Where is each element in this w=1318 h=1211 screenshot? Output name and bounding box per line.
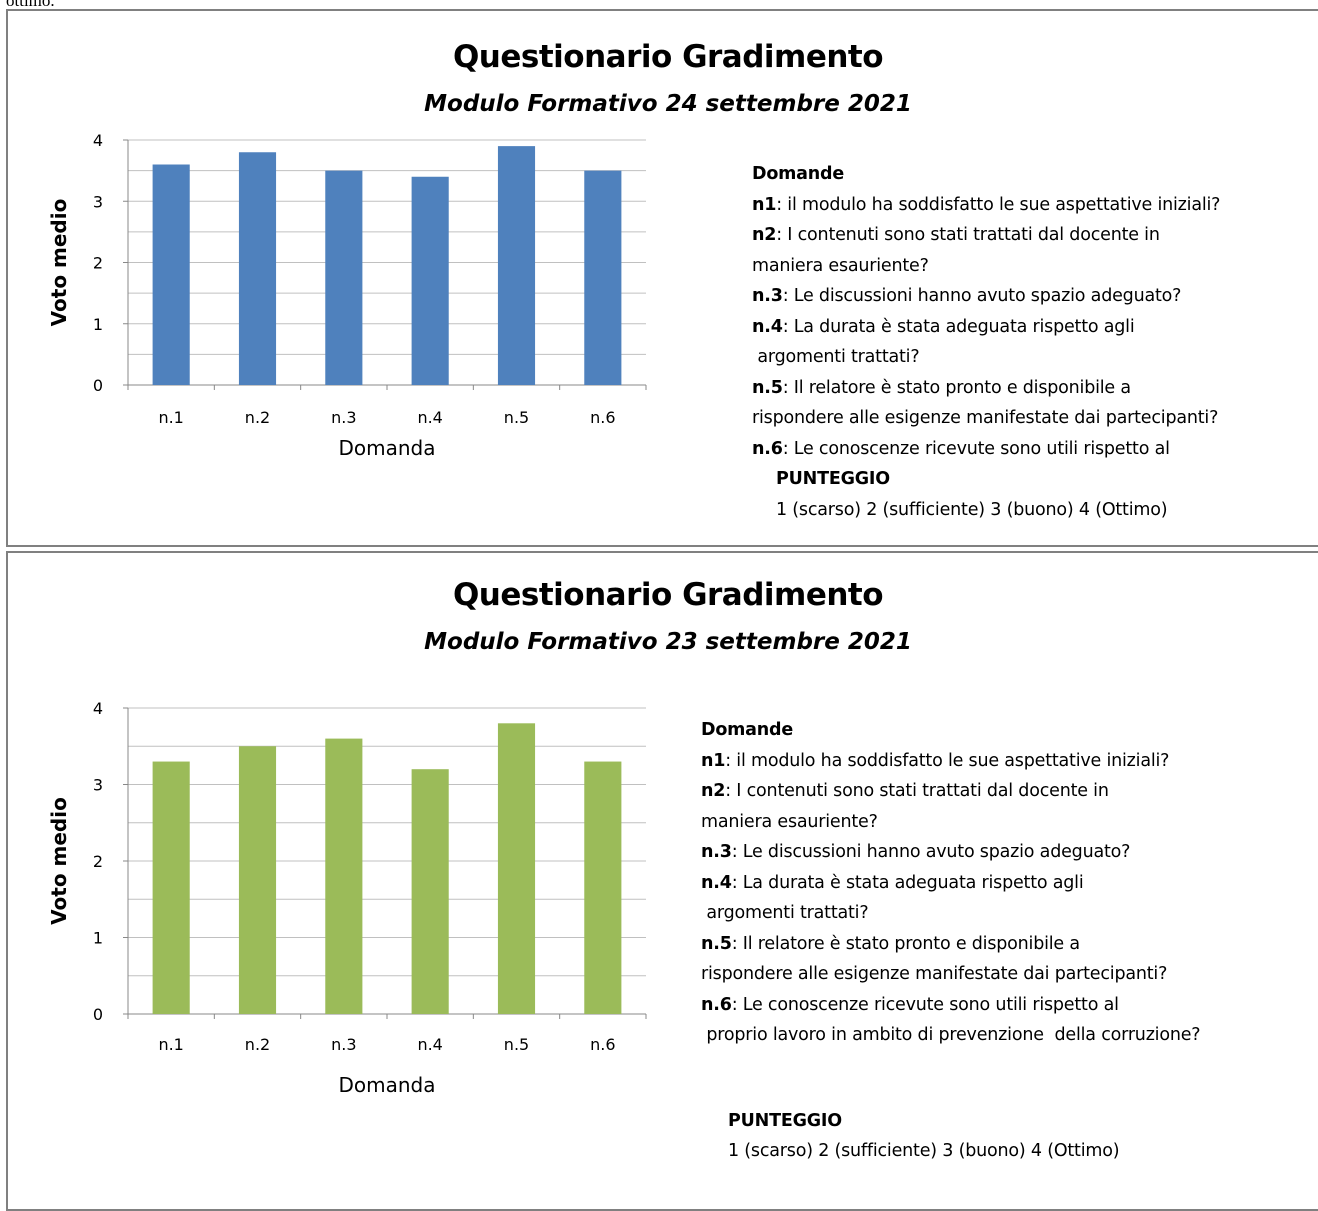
question-n2-continued: maniera esauriente? bbox=[752, 255, 929, 276]
x-tick-label: n.4 bbox=[417, 408, 442, 427]
bar-n.4 bbox=[411, 769, 449, 1014]
question-text: : il modulo ha soddisfatto le sue aspett… bbox=[725, 750, 1170, 771]
y-tick-label: 3 bbox=[93, 192, 103, 211]
y-axis-label: Voto medio bbox=[47, 797, 71, 925]
x-tick-label: n.1 bbox=[158, 408, 183, 427]
x-tick-label: n.6 bbox=[590, 408, 615, 427]
bar-n.3 bbox=[325, 170, 363, 385]
question-n4-continued: argomenti trattati? bbox=[701, 903, 869, 923]
question-n1: n1: il modulo ha soddisfatto le sue aspe… bbox=[701, 746, 1200, 777]
question-text: : Il relatore è stato pronto e disponibi… bbox=[782, 377, 1131, 398]
question-n6: n.6: Le conoscenze ricevute sono utili r… bbox=[701, 990, 1200, 1021]
question-key: n.4 bbox=[752, 316, 783, 337]
x-axis-label: Domanda bbox=[338, 436, 435, 460]
score-heading: PUNTEGGIO bbox=[776, 469, 890, 489]
bar-chart: 0 1 2 3 4 n.1 n.2 n.3 n.4 n.5 n.6 Domanda Voto medio bbox=[47, 131, 647, 460]
bar-n.5 bbox=[497, 146, 536, 385]
questions-legend: Domande n1: il modulo ha soddisfatto le … bbox=[701, 715, 1201, 1167]
x-tick-label: n.3 bbox=[331, 1035, 356, 1054]
x-tick-label: n.4 bbox=[417, 1035, 442, 1054]
question-text: : Le discussioni hanno avuto spazio adeg… bbox=[782, 286, 1182, 306]
x-tick-label: n.2 bbox=[245, 408, 270, 427]
question-n5-continued: rispondere alle esigenze manifestate dai… bbox=[752, 408, 1219, 428]
question-text: : La durata è stata adeguata rispetto ag… bbox=[731, 872, 1084, 893]
bar-n.2 bbox=[238, 746, 277, 1014]
questions-heading: Domande bbox=[752, 164, 845, 184]
questions-heading: Domande bbox=[701, 720, 794, 740]
x-tick-label: n.5 bbox=[504, 1035, 529, 1054]
question-text: : il modulo ha soddisfatto le sue aspett… bbox=[776, 194, 1221, 215]
question-text: : Il relatore è stato pronto e disponibi… bbox=[731, 933, 1080, 954]
y-tick-label: 3 bbox=[93, 776, 103, 795]
question-key: n2 bbox=[752, 225, 777, 245]
question-text: : I contenuti sono stati trattati dal do… bbox=[725, 781, 1109, 801]
question-key: n.3 bbox=[701, 842, 732, 862]
question-key: n.4 bbox=[701, 872, 732, 893]
chart-subtitle: Modulo Formativo 23 settembre 2021 bbox=[424, 629, 912, 655]
question-key: n1 bbox=[752, 194, 777, 215]
y-tick-label: 2 bbox=[93, 254, 103, 273]
y-tick-label: 4 bbox=[93, 699, 103, 718]
question-text: : I contenuti sono stati trattati dal do… bbox=[776, 225, 1160, 245]
x-tick-label: n.3 bbox=[331, 408, 356, 427]
question-key: n.6 bbox=[752, 438, 783, 459]
question-key: n2 bbox=[701, 781, 726, 801]
question-key: n1 bbox=[701, 750, 726, 771]
question-n6: n.6: Le conoscenze ricevute sono utili r… bbox=[752, 434, 1220, 465]
top-text-fragment: ottimo. bbox=[6, 0, 55, 10]
y-tick-label: 1 bbox=[93, 929, 103, 948]
question-text: : La durata è stata adeguata rispetto ag… bbox=[782, 316, 1135, 337]
question-text: : Le conoscenze ricevute sono utili risp… bbox=[731, 994, 1119, 1015]
question-n4: n.4: La durata è stata adeguata rispetto… bbox=[752, 312, 1220, 343]
y-tick-label: 1 bbox=[93, 315, 103, 334]
y-tick-label: 4 bbox=[93, 131, 103, 150]
bar-n.6 bbox=[584, 761, 622, 1014]
bar-n.4 bbox=[411, 176, 449, 385]
question-text: : Le conoscenze ricevute sono utili risp… bbox=[782, 438, 1170, 459]
chart-panel-2: Questionario Gradimento Modulo Formativo… bbox=[6, 551, 1318, 1211]
question-n2: n2: I contenuti sono stati trattati dal … bbox=[752, 220, 1220, 251]
questions-legend: Domande n1: il modulo ha soddisfatto le … bbox=[752, 159, 1220, 525]
x-tick-label: n.5 bbox=[504, 408, 529, 427]
bar-n.3 bbox=[325, 738, 363, 1014]
bar-n.6 bbox=[584, 170, 622, 385]
y-tick-label: 0 bbox=[93, 376, 103, 395]
score-heading: PUNTEGGIO bbox=[728, 1110, 842, 1131]
score-scale: 1 (scarso) 2 (sufficiente) 3 (buono) 4 (… bbox=[776, 499, 1168, 520]
question-n3: n.3: Le discussioni hanno avuto spazio a… bbox=[701, 837, 1200, 868]
question-key: n.6 bbox=[701, 994, 732, 1015]
y-axis-label: Voto medio bbox=[47, 199, 71, 327]
bar-n.2 bbox=[238, 152, 277, 385]
chart-title: Questionario Gradimento bbox=[452, 577, 884, 613]
chart-panel-1: Questionario Gradimento Modulo Formativo… bbox=[6, 9, 1318, 547]
x-tick-label: n.2 bbox=[245, 1035, 270, 1054]
question-n4-continued: argomenti trattati? bbox=[752, 347, 920, 367]
bar-n.1 bbox=[152, 761, 190, 1014]
y-tick-label: 2 bbox=[93, 852, 103, 871]
question-n2-continued: maniera esauriente? bbox=[701, 811, 878, 832]
x-axis-label: Domanda bbox=[338, 1073, 435, 1097]
chart-subtitle: Modulo Formativo 24 settembre 2021 bbox=[424, 91, 912, 117]
question-n5-continued: rispondere alle esigenze manifestate dai… bbox=[701, 964, 1168, 984]
question-n2: n2: I contenuti sono stati trattati dal … bbox=[701, 776, 1200, 807]
question-n4: n.4: La durata è stata adeguata rispetto… bbox=[701, 868, 1200, 899]
question-n5: n.5: Il relatore è stato pronto e dispon… bbox=[701, 929, 1200, 960]
x-tick-label: n.6 bbox=[590, 1035, 615, 1054]
y-tick-label: 0 bbox=[93, 1005, 103, 1024]
bar-chart: 0 1 2 3 4 n.1 n.2 n.3 n.4 n.5 n.6 Domanda Voto medio bbox=[47, 699, 647, 1097]
bar-n.5 bbox=[497, 723, 536, 1014]
x-tick-label: n.1 bbox=[158, 1035, 183, 1054]
question-n3: n.3: Le discussioni hanno avuto spazio a… bbox=[752, 281, 1220, 312]
score-scale: 1 (scarso) 2 (sufficiente) 3 (buono) 4 (… bbox=[728, 1141, 1120, 1161]
question-text: : Le discussioni hanno avuto spazio adeg… bbox=[731, 842, 1131, 862]
question-n1: n1: il modulo ha soddisfatto le sue aspe… bbox=[752, 190, 1220, 221]
question-n6-continued: proprio lavoro in ambito di prevenzione … bbox=[701, 1025, 1201, 1045]
question-key: n.3 bbox=[752, 286, 783, 306]
question-key: n.5 bbox=[701, 933, 732, 954]
chart-title: Questionario Gradimento bbox=[452, 39, 884, 75]
question-key: n.5 bbox=[752, 377, 783, 398]
question-n5: n.5: Il relatore è stato pronto e dispon… bbox=[752, 373, 1220, 404]
bar-n.1 bbox=[152, 164, 190, 385]
